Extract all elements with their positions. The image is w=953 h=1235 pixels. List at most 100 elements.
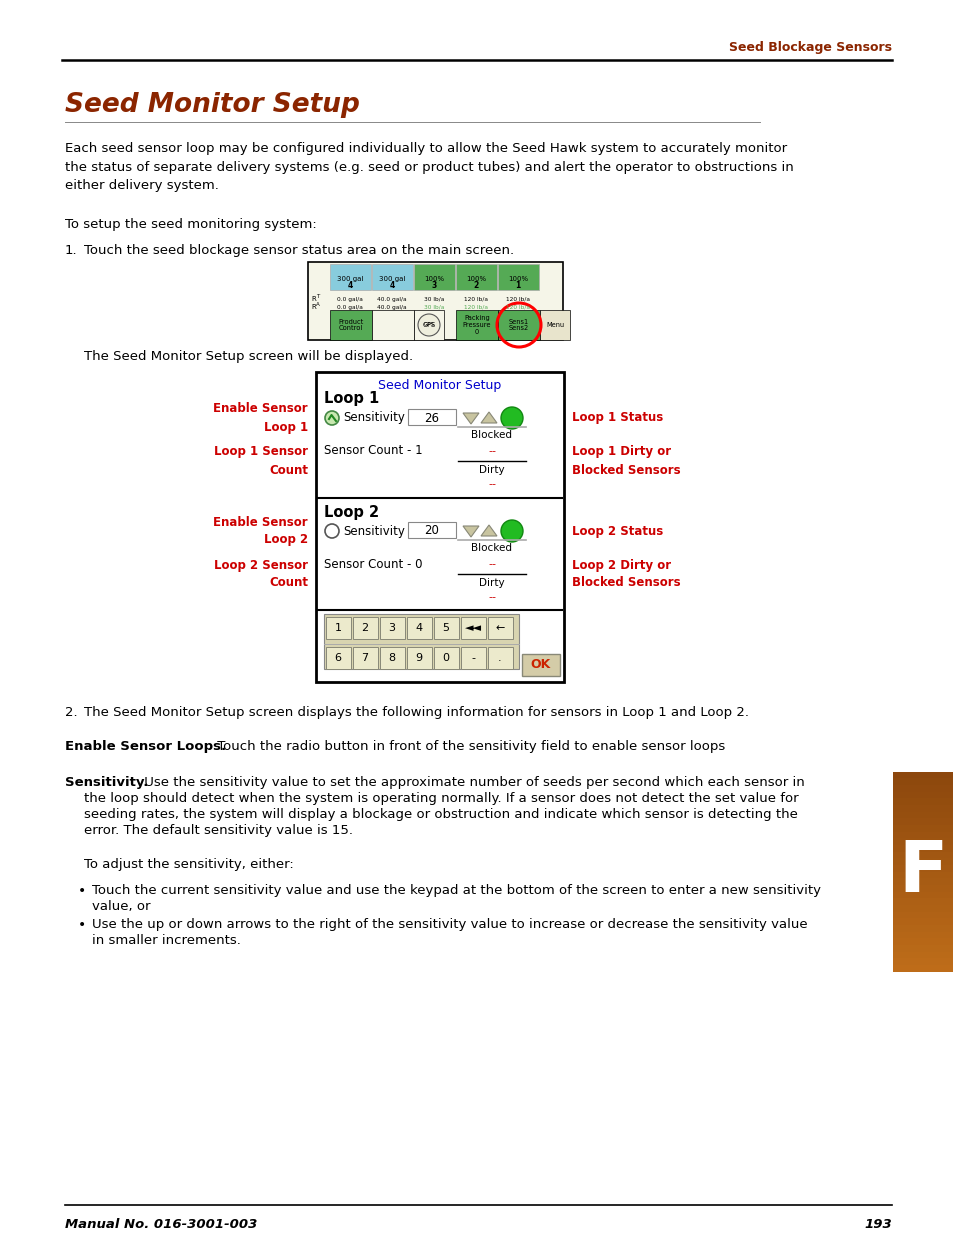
Text: GPS: GPS [423, 322, 434, 327]
Text: Touch the radio button in front of the sensitivity field to enable sensor loops: Touch the radio button in front of the s… [213, 740, 724, 753]
Polygon shape [480, 525, 497, 536]
FancyBboxPatch shape [892, 858, 953, 866]
Text: Touch the current sensitivity value and use the keypad at the bottom of the scre: Touch the current sensitivity value and … [91, 884, 821, 897]
Text: •: • [78, 918, 86, 932]
FancyBboxPatch shape [892, 951, 953, 958]
Text: Enable Sensor
Loop 1: Enable Sensor Loop 1 [213, 403, 308, 433]
Text: --: -- [488, 479, 496, 489]
Text: Loop 2: Loop 2 [324, 505, 378, 520]
Text: T: T [315, 294, 319, 300]
Text: --: -- [488, 446, 496, 456]
Text: --: -- [488, 592, 496, 601]
Text: 8: 8 [388, 653, 395, 663]
Text: 0: 0 [442, 653, 449, 663]
FancyBboxPatch shape [892, 918, 953, 925]
FancyBboxPatch shape [892, 864, 953, 872]
Text: value, or: value, or [91, 900, 151, 913]
FancyBboxPatch shape [892, 925, 953, 932]
Text: 30 lb/a: 30 lb/a [423, 305, 444, 310]
Text: Sensor Count - 1: Sensor Count - 1 [324, 445, 422, 457]
Text: the loop should detect when the system is operating normally. If a sensor does n: the loop should detect when the system i… [84, 792, 798, 805]
FancyBboxPatch shape [892, 831, 953, 839]
FancyBboxPatch shape [892, 958, 953, 966]
FancyBboxPatch shape [434, 618, 458, 638]
Text: Blocked: Blocked [471, 543, 512, 553]
FancyBboxPatch shape [353, 647, 377, 669]
FancyBboxPatch shape [379, 618, 405, 638]
FancyBboxPatch shape [892, 872, 953, 878]
FancyBboxPatch shape [330, 310, 372, 340]
Text: Each seed sensor loop may be configured individually to allow the Seed Hawk syst: Each seed sensor loop may be configured … [65, 142, 793, 191]
Text: To adjust the sensitivity, either:: To adjust the sensitivity, either: [84, 858, 294, 871]
Polygon shape [462, 412, 478, 424]
Text: Loop 2 Status: Loop 2 Status [572, 525, 662, 537]
Text: Use the up or down arrows to the right of the sensitivity value to increase or d: Use the up or down arrows to the right o… [91, 918, 807, 931]
Text: Enable Sensor Loops.: Enable Sensor Loops. [65, 740, 226, 753]
Text: 2: 2 [473, 280, 478, 289]
Circle shape [417, 314, 439, 336]
Text: •: • [78, 884, 86, 898]
FancyBboxPatch shape [892, 818, 953, 825]
Text: 2: 2 [361, 622, 368, 634]
FancyBboxPatch shape [892, 892, 953, 899]
FancyBboxPatch shape [892, 772, 953, 778]
Text: 40.0 gal/a: 40.0 gal/a [376, 305, 406, 310]
Text: Product
Control: Product Control [338, 319, 363, 331]
Text: OK: OK [530, 658, 551, 672]
Text: error. The default sensitivity value is 15.: error. The default sensitivity value is … [84, 824, 353, 837]
FancyBboxPatch shape [330, 264, 371, 290]
Text: .: . [497, 653, 501, 663]
Text: To setup the seed monitoring system:: To setup the seed monitoring system: [65, 219, 316, 231]
FancyBboxPatch shape [892, 798, 953, 805]
FancyBboxPatch shape [892, 905, 953, 911]
Text: -: - [471, 653, 475, 663]
Text: Loop 1 Sensor
Count: Loop 1 Sensor Count [213, 446, 308, 477]
FancyBboxPatch shape [539, 310, 569, 340]
Text: 193: 193 [863, 1218, 891, 1231]
Text: F: F [898, 837, 946, 906]
Text: Manual No. 016-3001-003: Manual No. 016-3001-003 [65, 1218, 257, 1231]
Text: GPS: GPS [422, 322, 436, 329]
Text: 120 lb/a: 120 lb/a [463, 296, 488, 301]
FancyBboxPatch shape [408, 522, 456, 538]
Text: Sensor Count - 0: Sensor Count - 0 [324, 557, 422, 571]
Text: Sensitivity.: Sensitivity. [65, 776, 149, 789]
Text: 4: 4 [389, 280, 395, 289]
Polygon shape [480, 412, 497, 424]
FancyBboxPatch shape [892, 839, 953, 845]
Text: 120 lb/a: 120 lb/a [505, 305, 530, 310]
Text: in smaller increments.: in smaller increments. [91, 934, 240, 947]
FancyBboxPatch shape [407, 618, 432, 638]
Text: 100%: 100% [423, 275, 443, 282]
Circle shape [325, 524, 338, 538]
Text: 26: 26 [424, 411, 439, 425]
FancyBboxPatch shape [892, 845, 953, 852]
Text: Dirty: Dirty [478, 578, 504, 588]
Text: Touch the seed blockage sensor status area on the main screen.: Touch the seed blockage sensor status ar… [84, 245, 514, 257]
FancyBboxPatch shape [326, 647, 351, 669]
FancyBboxPatch shape [892, 851, 953, 858]
Text: 20: 20 [424, 525, 439, 537]
FancyBboxPatch shape [892, 945, 953, 952]
FancyBboxPatch shape [456, 264, 497, 290]
Text: Loop 1 Dirty or
Blocked Sensors: Loop 1 Dirty or Blocked Sensors [572, 446, 679, 477]
Text: The Seed Monitor Setup screen will be displayed.: The Seed Monitor Setup screen will be di… [84, 350, 413, 363]
FancyBboxPatch shape [892, 911, 953, 919]
FancyBboxPatch shape [892, 884, 953, 892]
Text: Seed Monitor Setup: Seed Monitor Setup [65, 91, 359, 119]
Text: 0.0 gal/a: 0.0 gal/a [336, 305, 362, 310]
Text: 1: 1 [515, 280, 520, 289]
FancyBboxPatch shape [372, 310, 414, 340]
FancyBboxPatch shape [892, 965, 953, 972]
Text: Loop 1: Loop 1 [324, 391, 379, 406]
Text: 4: 4 [347, 280, 353, 289]
FancyBboxPatch shape [497, 310, 539, 340]
Text: 100%: 100% [465, 275, 485, 282]
FancyBboxPatch shape [315, 372, 563, 682]
FancyBboxPatch shape [372, 264, 413, 290]
Text: 3: 3 [388, 622, 395, 634]
FancyBboxPatch shape [521, 655, 559, 676]
Text: 1.: 1. [65, 245, 77, 257]
Text: Sensitivity: Sensitivity [343, 411, 404, 425]
FancyBboxPatch shape [460, 618, 485, 638]
